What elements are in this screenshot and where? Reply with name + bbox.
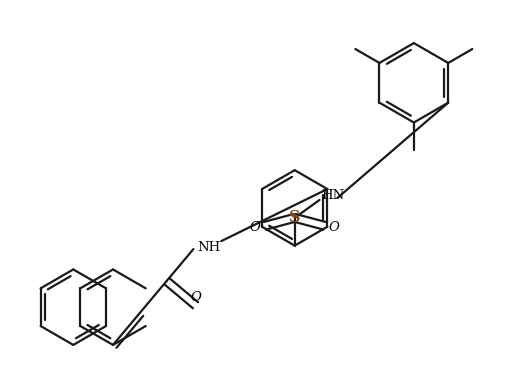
Text: S: S [289, 209, 300, 226]
Text: O: O [190, 291, 201, 304]
Text: O: O [249, 221, 261, 234]
Text: O: O [329, 221, 340, 234]
Text: NH: NH [197, 241, 221, 253]
Text: HN: HN [322, 190, 345, 202]
